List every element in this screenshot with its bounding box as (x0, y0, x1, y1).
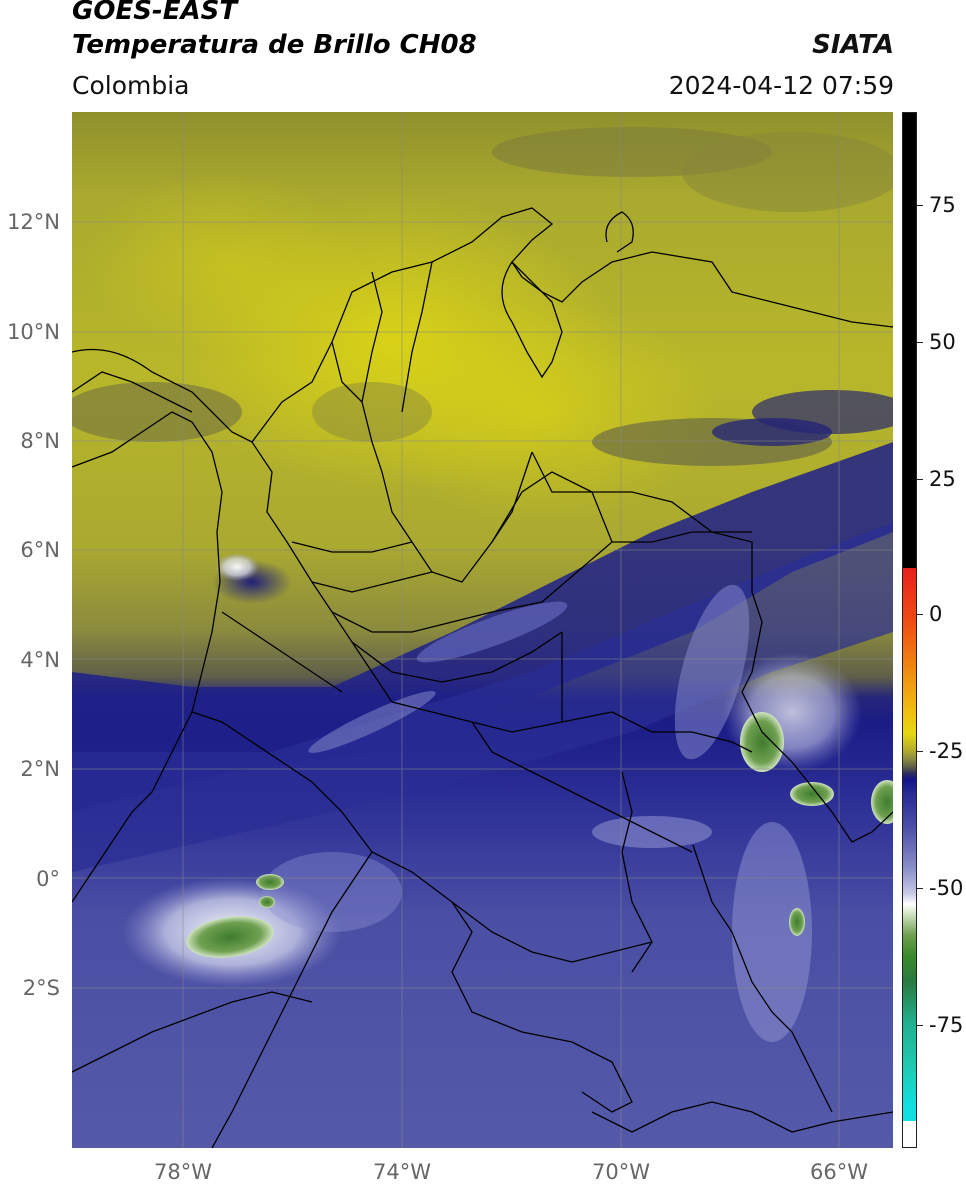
lat-label-10n: 10°N (7, 320, 60, 344)
colorbar-tick-25: 25 (929, 467, 956, 491)
lon-label-78w: 78°W (154, 1160, 212, 1184)
map-canvas (72, 112, 893, 1148)
datetime-label: 2024-04-12 07:59 (668, 71, 894, 100)
lon-label-66w: 66°W (810, 1160, 868, 1184)
lat-label-0: 0° (36, 867, 60, 891)
brand-label: SIATA (812, 30, 894, 60)
colorbar-tick-neg50: -50 (929, 876, 964, 900)
lat-label-4n: 4°N (20, 648, 60, 672)
cold-cloud-top (186, 916, 274, 958)
boundaries (72, 207, 893, 1148)
colorbar-tick-50: 50 (929, 330, 956, 354)
colorbar-tick-neg75: -75 (929, 1013, 964, 1037)
lon-label-74w: 74°W (373, 1160, 431, 1184)
lat-label-12n: 12°N (7, 210, 60, 234)
colorbar (902, 112, 917, 1148)
lon-label-70w: 70°W (592, 1160, 650, 1184)
colorbar-tick-75: 75 (929, 193, 956, 217)
lat-label-2n: 2°N (20, 757, 60, 781)
colorbar-tick-neg25: -25 (929, 739, 964, 763)
title-product: Temperatura de Brillo CH08 (72, 30, 477, 60)
graticule (72, 112, 893, 1148)
colorbar-tick-0: 0 (929, 602, 943, 626)
lat-label-6n: 6°N (20, 538, 60, 562)
lat-label-8n: 8°N (20, 429, 60, 453)
title-satellite: GOES-EAST (72, 0, 238, 26)
lat-label-2s: 2°S (22, 976, 60, 1000)
satellite-map[interactable] (72, 112, 893, 1148)
region-label: Colombia (72, 71, 190, 100)
